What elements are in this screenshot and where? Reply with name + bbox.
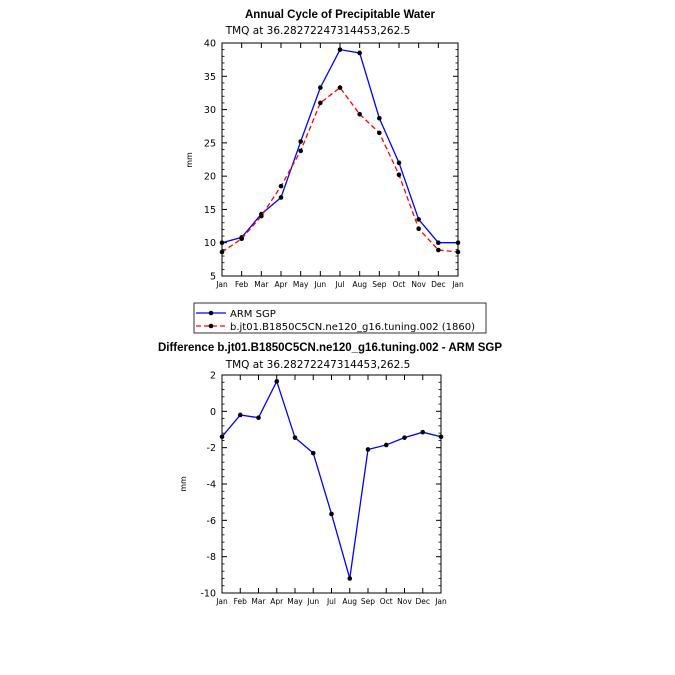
chart1-series-1-point	[259, 213, 264, 219]
chart1-series-0-point	[455, 240, 461, 246]
chart1-ytick-label: 30	[204, 105, 216, 116]
chart2-series-0-point	[329, 511, 334, 517]
chart1-series-0-point	[416, 217, 421, 222]
chart2-xtick-label: Feb	[234, 597, 248, 606]
chart2-xtick-label: Aug	[342, 597, 357, 606]
chart2-series-0-point	[310, 450, 316, 456]
chart2-xtick-label: May	[287, 597, 303, 606]
chart1-series-1-line	[221, 86, 459, 253]
chart2-series-0-point	[347, 576, 353, 581]
chart1-ytick-label: 5	[210, 272, 216, 283]
chart2-series-0-point	[256, 415, 261, 420]
chart2-series-0-point	[420, 429, 426, 435]
chart2-ytick-label: 0	[210, 407, 216, 418]
chart2-ytick-label: 2	[210, 371, 216, 382]
chart1-xtick-label: Jun	[313, 280, 326, 289]
chart1-ytick-label: 25	[204, 138, 216, 149]
chart1-ytick-label: 15	[204, 205, 216, 216]
chart2-series-0-point	[274, 379, 280, 384]
chart2-series-0-point	[438, 434, 444, 440]
chart1-series-1-point	[318, 100, 323, 106]
chart1-xtick-label: Feb	[235, 280, 249, 289]
chart1-series-1-point	[278, 183, 284, 189]
chart2-title: Difference b.jt01.B1850C5CN.ne120_g16.tu…	[158, 342, 502, 354]
chart1-series-0-point	[298, 139, 303, 144]
chart1-xtick-label: Apr	[275, 280, 289, 289]
chart1-series-1-point	[298, 148, 303, 154]
chart2-xtick-label: Jun	[306, 597, 319, 606]
chart1-series-1-point	[455, 249, 461, 255]
chart2-xtick-label: Sep	[361, 597, 375, 606]
chart1-series-1-point	[219, 249, 225, 255]
chart2-frame	[221, 374, 442, 594]
chart1-xtick-label: Oct	[393, 280, 406, 289]
chart2-xtick-label: Jul	[326, 597, 336, 606]
chart1-xtick-label: Dec	[431, 280, 446, 289]
chart1-series-0-point	[219, 240, 225, 246]
chart2-series-0-point	[365, 447, 371, 452]
chart2-series-0-point	[292, 435, 298, 440]
chart1-series-0-point	[278, 195, 284, 200]
chart1-series-0-point	[337, 47, 343, 52]
chart2-ytick-label: -10	[200, 589, 216, 600]
chart1-plot: 5 10 15 20 25 30 35 40 Jan Feb Mar Apr May Jun Jul Aug S…	[204, 39, 464, 290]
chart1-frame	[221, 42, 459, 277]
chart1-series-0-point	[377, 115, 382, 121]
chart1-xtick-label: Jan	[451, 280, 464, 289]
chart2-ytick-label: -2	[207, 443, 216, 454]
chart2-xtick-label: Oct	[380, 597, 393, 606]
legend-box	[193, 302, 487, 334]
chart1-series-0-point	[436, 240, 441, 246]
chart2-xtick-label: Mar	[251, 597, 266, 606]
chart2-series-0-line	[221, 379, 442, 579]
chart2-series-0-point	[237, 412, 243, 418]
chart1-ytick-label: 35	[204, 72, 216, 83]
chart2-plot: -10 -8 -6 -4 -2 0 2 Jan Feb Mar Apr May Jun Jul Aug Sep…	[200, 371, 447, 607]
chart1-xtick-label: Sep	[372, 280, 386, 289]
chart2-ytick-label: -8	[207, 552, 216, 563]
chart2-series-0-point	[402, 435, 407, 440]
legend-marker-model	[208, 323, 214, 329]
legend-label-model: b.jt01.B1850C5CN.ne120_g16.tuning.002 (1…	[230, 322, 475, 333]
chart2-ytick-label: -6	[207, 516, 216, 527]
chart1-xtick-label: Jul	[334, 280, 344, 289]
chart1-series-1-point	[239, 236, 244, 242]
chart1-xtick-label: Nov	[411, 280, 426, 289]
chart1-series-1-point	[416, 226, 421, 232]
chart2-ylabel: mm	[179, 476, 188, 492]
chart1-series-0-point	[318, 85, 323, 90]
chart1-ytick-label: 40	[204, 39, 216, 50]
chart2-subtitle: TMQ at 36.28272247314453,262.5	[225, 359, 411, 371]
chart1-series-1-point	[436, 247, 441, 253]
chart1-ylabel: mm	[185, 152, 194, 168]
chart2-xtick-label: Jan	[215, 597, 228, 606]
chart1-series-1-point	[396, 172, 402, 178]
legend-marker-arm	[208, 310, 214, 316]
chart2-xtick-label: Nov	[397, 597, 412, 606]
chart1-xtick-label: Aug	[352, 280, 367, 289]
chart1-series-1-point	[357, 111, 362, 117]
chart1-series-0-point	[357, 50, 362, 56]
chart1-xtick-label: Mar	[254, 280, 269, 289]
chart1-legend: ARM SGP b.jt01.B1850C5CN.ne120_g16.tunin…	[193, 302, 487, 334]
chart2-ytick-label: -4	[207, 480, 216, 491]
chart1-series-0-point	[396, 160, 402, 166]
chart1-series-1-point	[337, 85, 343, 90]
legend-label-arm: ARM SGP	[230, 309, 276, 320]
chart1-series-0-line	[221, 48, 458, 244]
chart2-series-0-point	[219, 434, 225, 440]
chart1-xtick-label: May	[293, 280, 309, 289]
chart1-ytick-label: 20	[204, 172, 216, 183]
chart1-series-1-point	[377, 130, 382, 136]
chart2-xtick-label: Dec	[415, 597, 430, 606]
chart1-subtitle: TMQ at 36.28272247314453,262.5	[225, 25, 411, 37]
chart1-ytick-label: 10	[204, 238, 216, 249]
chart2-xtick-label: Apr	[270, 597, 284, 606]
chart1-title: Annual Cycle of Precipitable Water	[245, 9, 436, 21]
chart2-series-0-point	[383, 442, 389, 448]
chart1-xtick-label: Jan	[215, 280, 228, 289]
chart2-xtick-label: Jan	[434, 597, 447, 606]
